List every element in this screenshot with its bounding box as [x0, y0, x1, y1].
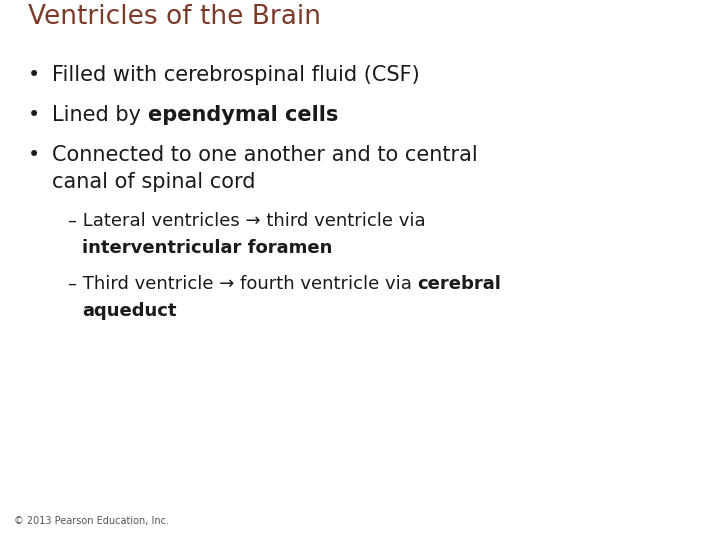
Text: Ventricles of the Brain: Ventricles of the Brain: [28, 4, 321, 30]
Text: •: •: [28, 105, 40, 125]
Text: © 2013 Pearson Education, Inc.: © 2013 Pearson Education, Inc.: [14, 516, 169, 526]
Text: – Third ventricle → fourth ventricle via: – Third ventricle → fourth ventricle via: [68, 275, 418, 293]
Text: – Lateral ventricles → third ventricle via: – Lateral ventricles → third ventricle v…: [68, 212, 426, 230]
Text: •: •: [28, 65, 40, 85]
Text: aqueduct: aqueduct: [82, 302, 176, 320]
Text: •: •: [28, 145, 40, 165]
Text: cerebral: cerebral: [418, 275, 502, 293]
Text: ependymal cells: ependymal cells: [148, 105, 338, 125]
Text: Connected to one another and to central: Connected to one another and to central: [52, 145, 478, 165]
Text: Filled with cerebrospinal fluid (CSF): Filled with cerebrospinal fluid (CSF): [52, 65, 420, 85]
Text: interventricular foramen: interventricular foramen: [82, 239, 333, 257]
Text: canal of spinal cord: canal of spinal cord: [52, 172, 256, 192]
Text: Lined by: Lined by: [52, 105, 148, 125]
